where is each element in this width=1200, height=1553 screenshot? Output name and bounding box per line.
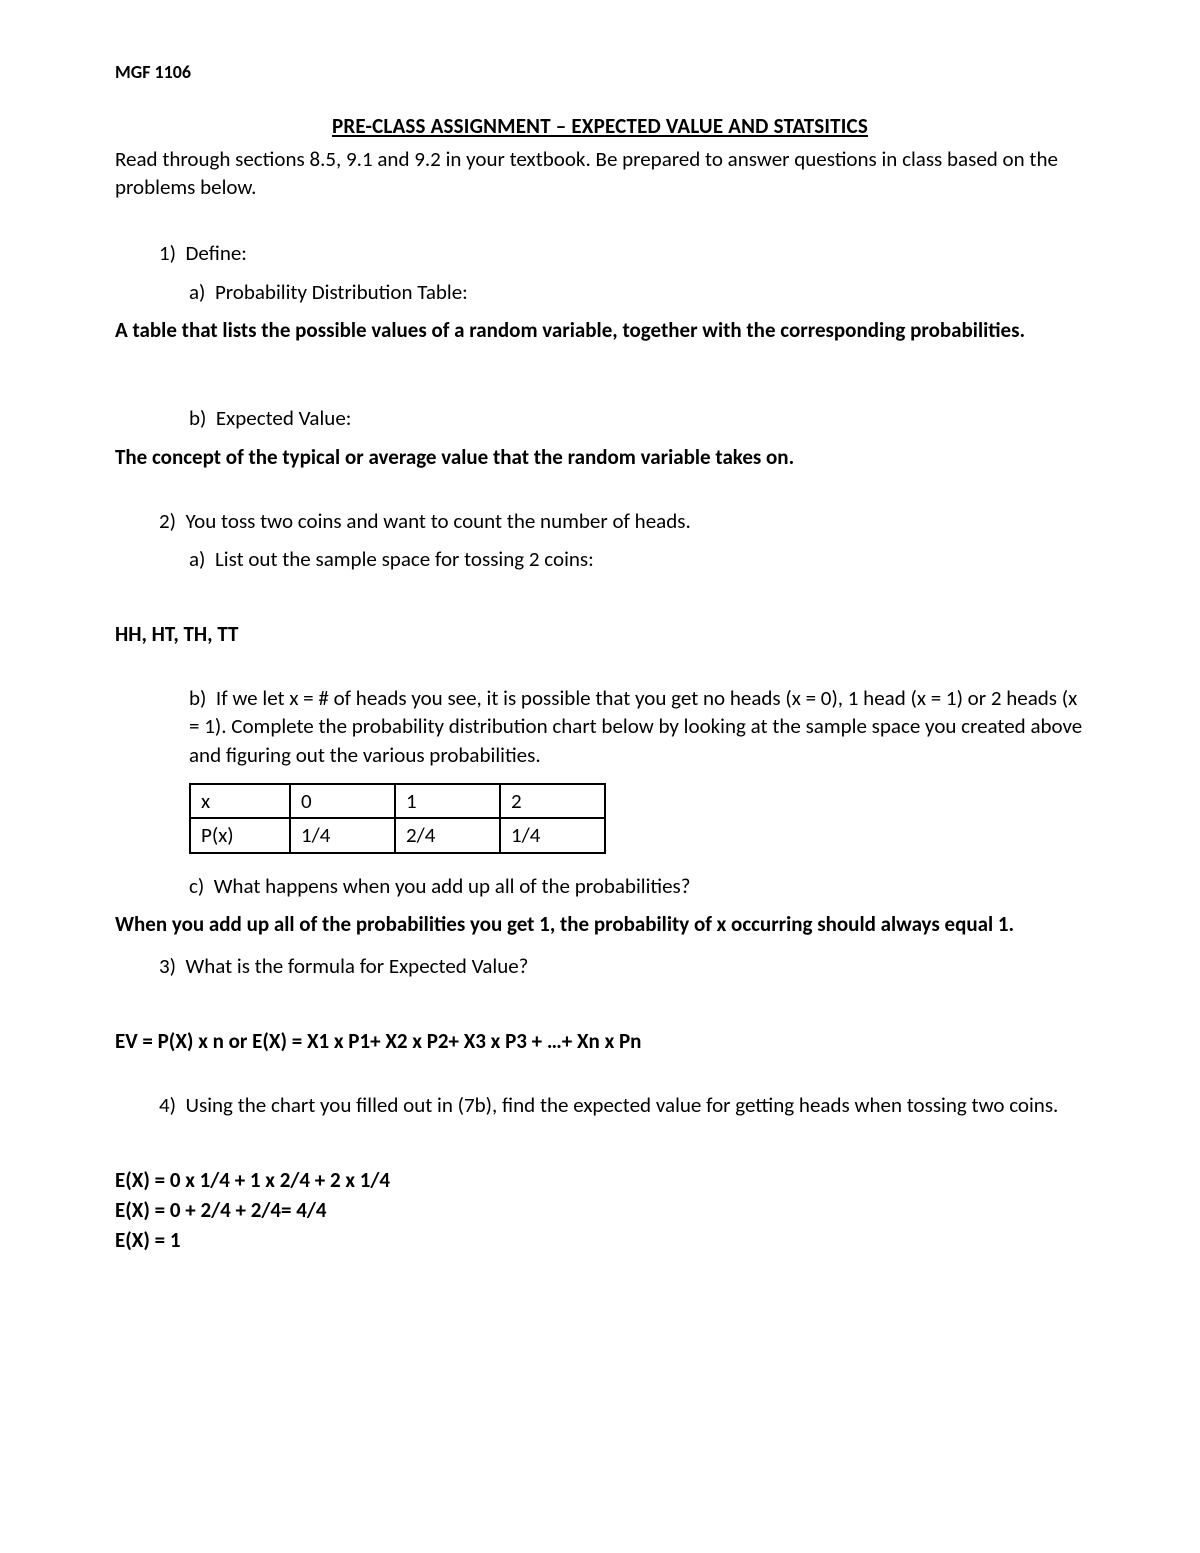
q1b-text: Expected Value: [216, 405, 351, 431]
course-code: MGF 1106 [115, 60, 1085, 84]
q4-text: Using the chart you filled out in (7b), … [186, 1092, 1059, 1118]
q1-prompt: 1) Define: [115, 239, 1085, 267]
q1-text: Define: [186, 240, 247, 266]
table-cell: 1 [395, 784, 500, 818]
q2-text: You toss two coins and want to count the… [186, 508, 691, 534]
table-row: P(x) 1/4 2/4 1/4 [190, 818, 605, 852]
q1a-prompt: a) Probability Distribution Table: [115, 278, 1085, 306]
table-cell: 1/4 [500, 818, 605, 852]
q1-label: 1) [159, 239, 176, 267]
q4-answer-line2: E(X) = 0 + 2/4 + 2/4= 4/4 [115, 1196, 1085, 1224]
q3-prompt: 3) What is the formula for Expected Valu… [115, 952, 1085, 980]
table-cell: 1/4 [290, 818, 395, 852]
q1a-label: a) [189, 278, 205, 306]
intro-text: Read through sections 8.5, 9.1 and 9.2 i… [115, 145, 1085, 202]
q3-answer: EV = P(X) x n or E(X) = X1 x P1+ X2 x P2… [115, 1027, 1085, 1055]
q2-prompt: 2) You toss two coins and want to count … [115, 507, 1085, 535]
table-cell: 2 [500, 784, 605, 818]
table-cell: P(x) [190, 818, 290, 852]
table-cell: 0 [290, 784, 395, 818]
table-row: x 0 1 2 [190, 784, 605, 818]
q4-label: 4) [159, 1091, 176, 1119]
q2a-label: a) [189, 545, 205, 573]
q2b-text: If we let x = # of heads you see, it is … [189, 685, 1082, 768]
q1b-answer: The concept of the typical or average va… [115, 443, 1085, 471]
q2a-prompt: a) List out the sample space for tossing… [115, 545, 1085, 573]
q2a-answer: HH, HT, TH, TT [115, 620, 1085, 648]
table-cell: x [190, 784, 290, 818]
q4-prompt: 4) Using the chart you filled out in (7b… [115, 1091, 1085, 1119]
q1b-prompt: b) Expected Value: [115, 404, 1085, 432]
q2c-answer: When you add up all of the probabilities… [115, 910, 1085, 938]
q1a-answer: A table that lists the possible values o… [115, 316, 1085, 344]
q4-answer-line1: E(X) = 0 x 1/4 + 1 x 2/4 + 2 x 1/4 [115, 1166, 1085, 1194]
q1b-label: b) [189, 404, 206, 432]
q2c-label: c) [189, 872, 204, 900]
q2b-label: b) [189, 684, 206, 712]
q2-label: 2) [159, 507, 176, 535]
page-title: PRE-CLASS ASSIGNMENT – EXPECTED VALUE AN… [115, 112, 1085, 140]
q2c-text: What happens when you add up all of the … [214, 873, 691, 899]
table-cell: 2/4 [395, 818, 500, 852]
probability-distribution-table: x 0 1 2 P(x) 1/4 2/4 1/4 [189, 783, 606, 854]
q2c-prompt: c) What happens when you add up all of t… [115, 872, 1085, 900]
q3-label: 3) [159, 952, 176, 980]
q1a-text: Probability Distribution Table: [215, 279, 468, 305]
q3-text: What is the formula for Expected Value? [186, 953, 529, 979]
q2a-text: List out the sample space for tossing 2 … [215, 546, 594, 572]
q2b-prompt: b) If we let x = # of heads you see, it … [115, 684, 1085, 769]
q4-answer-line3: E(X) = 1 [115, 1226, 1085, 1254]
